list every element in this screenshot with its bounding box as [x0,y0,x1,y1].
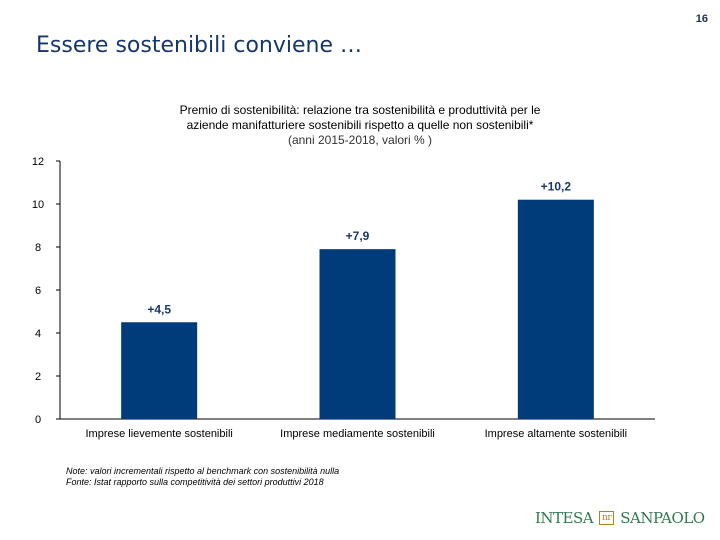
slide-title: Essere sostenibili conviene … [36,33,362,58]
chart-subtitle: (anni 2015-2018, valori % ) [287,133,433,147]
note-line: Note: valori incrementali rispetto al be… [66,466,340,476]
chart-title-line-1: Premio di sostenibilità: relazione tra s… [179,103,541,117]
chart-title: Premio di sostenibilità: relazione tra s… [110,103,610,148]
x-tick-label: Imprese mediamente sostenibili [280,428,435,440]
bar [319,249,396,419]
data-label: +10,2 [541,180,572,194]
logo-text-right: SANPAOLO [620,509,705,527]
x-tick-label: Imprese lievemente sostenibili [85,428,232,440]
page-number: 16 [695,13,708,25]
data-label: +7,9 [346,229,370,243]
logo-text-left: INTESA [535,509,594,527]
y-tick-label: 0 [35,414,41,426]
chart-title-line-2: aziende manifatturiere sostenibili rispe… [186,118,534,132]
bar [121,322,198,419]
y-tick-label: 12 [32,156,44,168]
data-label: +4,5 [147,302,171,316]
x-tick-label: Imprese altamente sostenibili [485,428,627,440]
y-tick-label: 10 [32,199,44,211]
y-tick-label: 4 [35,328,41,340]
intesa-sanpaolo-logo: INTESA nr SANPAOLO [535,509,705,527]
chart-notes: Note: valori incrementali rispetto al be… [66,466,339,488]
y-tick-label: 2 [35,371,41,383]
y-tick-label: 8 [35,242,41,254]
bar [517,199,594,419]
source-line: Fonte: Istat rapporto sulla competitivit… [66,477,324,487]
y-tick-label: 6 [35,285,41,297]
logo-mark: nr [599,511,615,525]
